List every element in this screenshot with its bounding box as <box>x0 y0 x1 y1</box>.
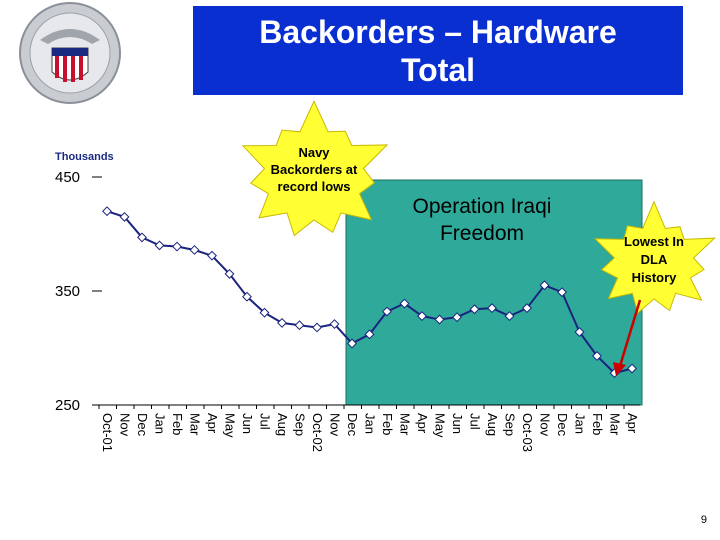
x-tick-label: Apr <box>415 413 430 434</box>
x-tick-label: Jul <box>468 413 483 430</box>
operation-iraqi-freedom-label-line2: Freedom <box>440 222 524 245</box>
data-point <box>294 320 305 331</box>
x-tick-label: Feb <box>380 413 395 435</box>
x-tick-label: Jul <box>258 413 273 430</box>
x-tick-label: Nov <box>538 413 553 437</box>
navy-callout-starburst <box>241 100 389 237</box>
x-tick-label: May <box>433 413 448 438</box>
data-point <box>399 298 410 309</box>
slide-title: Backorders – Hardware Total <box>193 6 683 95</box>
data-point <box>207 250 217 261</box>
data-points <box>102 206 637 379</box>
x-tick-label: Apr <box>205 413 220 434</box>
x-tick-label: Oct-01 <box>100 413 115 452</box>
data-point <box>242 291 252 302</box>
data-point <box>574 327 585 337</box>
navy-callout-line3: record lows <box>278 179 351 194</box>
lowest-callout-line1: Lowest In <box>624 234 684 249</box>
x-tick-label: May <box>223 413 238 438</box>
x-tick-label: Mar <box>398 413 413 436</box>
x-tick-label: Nov <box>328 413 343 437</box>
y-tick-labels: 250 350 450 <box>55 169 102 414</box>
data-point <box>102 206 112 217</box>
x-tick-label: Nov <box>118 413 133 437</box>
dla-seal-logo <box>19 2 121 104</box>
data-point <box>452 312 462 323</box>
slide-title-line2: Total <box>400 51 476 88</box>
x-tick-label: Jan <box>573 413 588 434</box>
data-point <box>434 314 445 325</box>
x-tick-label: Feb <box>170 413 185 435</box>
lowest-arrow <box>618 299 642 367</box>
data-point <box>189 245 200 255</box>
lowest-arrow-head <box>613 362 626 376</box>
lowest-callout-line3: History <box>632 270 678 285</box>
chart-axes <box>98 404 640 409</box>
x-tick-label: Dec <box>345 413 360 437</box>
y-tick-label: 350 <box>55 283 80 300</box>
data-point <box>277 317 287 328</box>
y-tick-label: 450 <box>55 169 80 186</box>
x-tick-label: Apr <box>625 413 640 434</box>
data-point <box>364 329 375 340</box>
x-tick-label: Feb <box>590 413 605 435</box>
x-tick-label: Aug <box>485 413 500 436</box>
data-point <box>154 240 165 251</box>
x-tick-label: Jun <box>240 413 255 434</box>
data-point <box>592 351 602 361</box>
data-point <box>504 311 515 322</box>
x-tick-label: Aug <box>275 413 290 436</box>
data-point <box>522 303 532 314</box>
x-tick-label: Oct-02 <box>310 413 325 452</box>
data-point <box>137 232 147 243</box>
x-tick-label: Jan <box>363 413 378 434</box>
data-point <box>259 307 270 318</box>
lowest-callout-line2: DLA <box>641 252 668 267</box>
lowest-callout-starburst <box>593 200 716 315</box>
y-axis-units-label: Thousands <box>55 151 114 163</box>
data-point <box>382 306 392 317</box>
x-tick-label: Dec <box>135 413 150 437</box>
operation-iraqi-freedom-label-line1: Operation Iraqi <box>413 195 552 218</box>
data-point <box>312 322 322 333</box>
navy-callout-line1: Navy <box>298 145 330 160</box>
x-tick-label: Oct-03 <box>520 413 535 452</box>
navy-callout-line2: Backorders at <box>271 162 358 177</box>
page-number: 9 <box>701 514 707 526</box>
data-point <box>627 363 637 374</box>
x-tick-label: Sep <box>503 413 518 436</box>
data-point <box>172 241 182 252</box>
data-point <box>417 311 427 322</box>
data-point <box>329 319 340 330</box>
x-tick-label: Jan <box>153 413 168 434</box>
x-tick-label: Mar <box>188 413 203 436</box>
x-tick-label: Jun <box>450 413 465 434</box>
x-tick-label: Dec <box>555 413 570 437</box>
data-point <box>539 280 550 291</box>
data-point <box>557 287 567 298</box>
data-point <box>487 303 497 314</box>
data-point <box>119 211 130 222</box>
x-tick-label: Mar <box>608 413 623 436</box>
y-tick-label: 250 <box>55 397 80 414</box>
data-point <box>224 268 235 279</box>
x-tick-labels: Oct-01 Nov Dec Jan Feb Mar Apr May Jun Jul Aug Sep O… <box>100 413 640 452</box>
data-point <box>347 338 357 349</box>
data-point <box>469 304 480 315</box>
x-tick-label: Sep <box>293 413 308 436</box>
slide-title-line1: Backorders – Hardware <box>259 13 617 50</box>
